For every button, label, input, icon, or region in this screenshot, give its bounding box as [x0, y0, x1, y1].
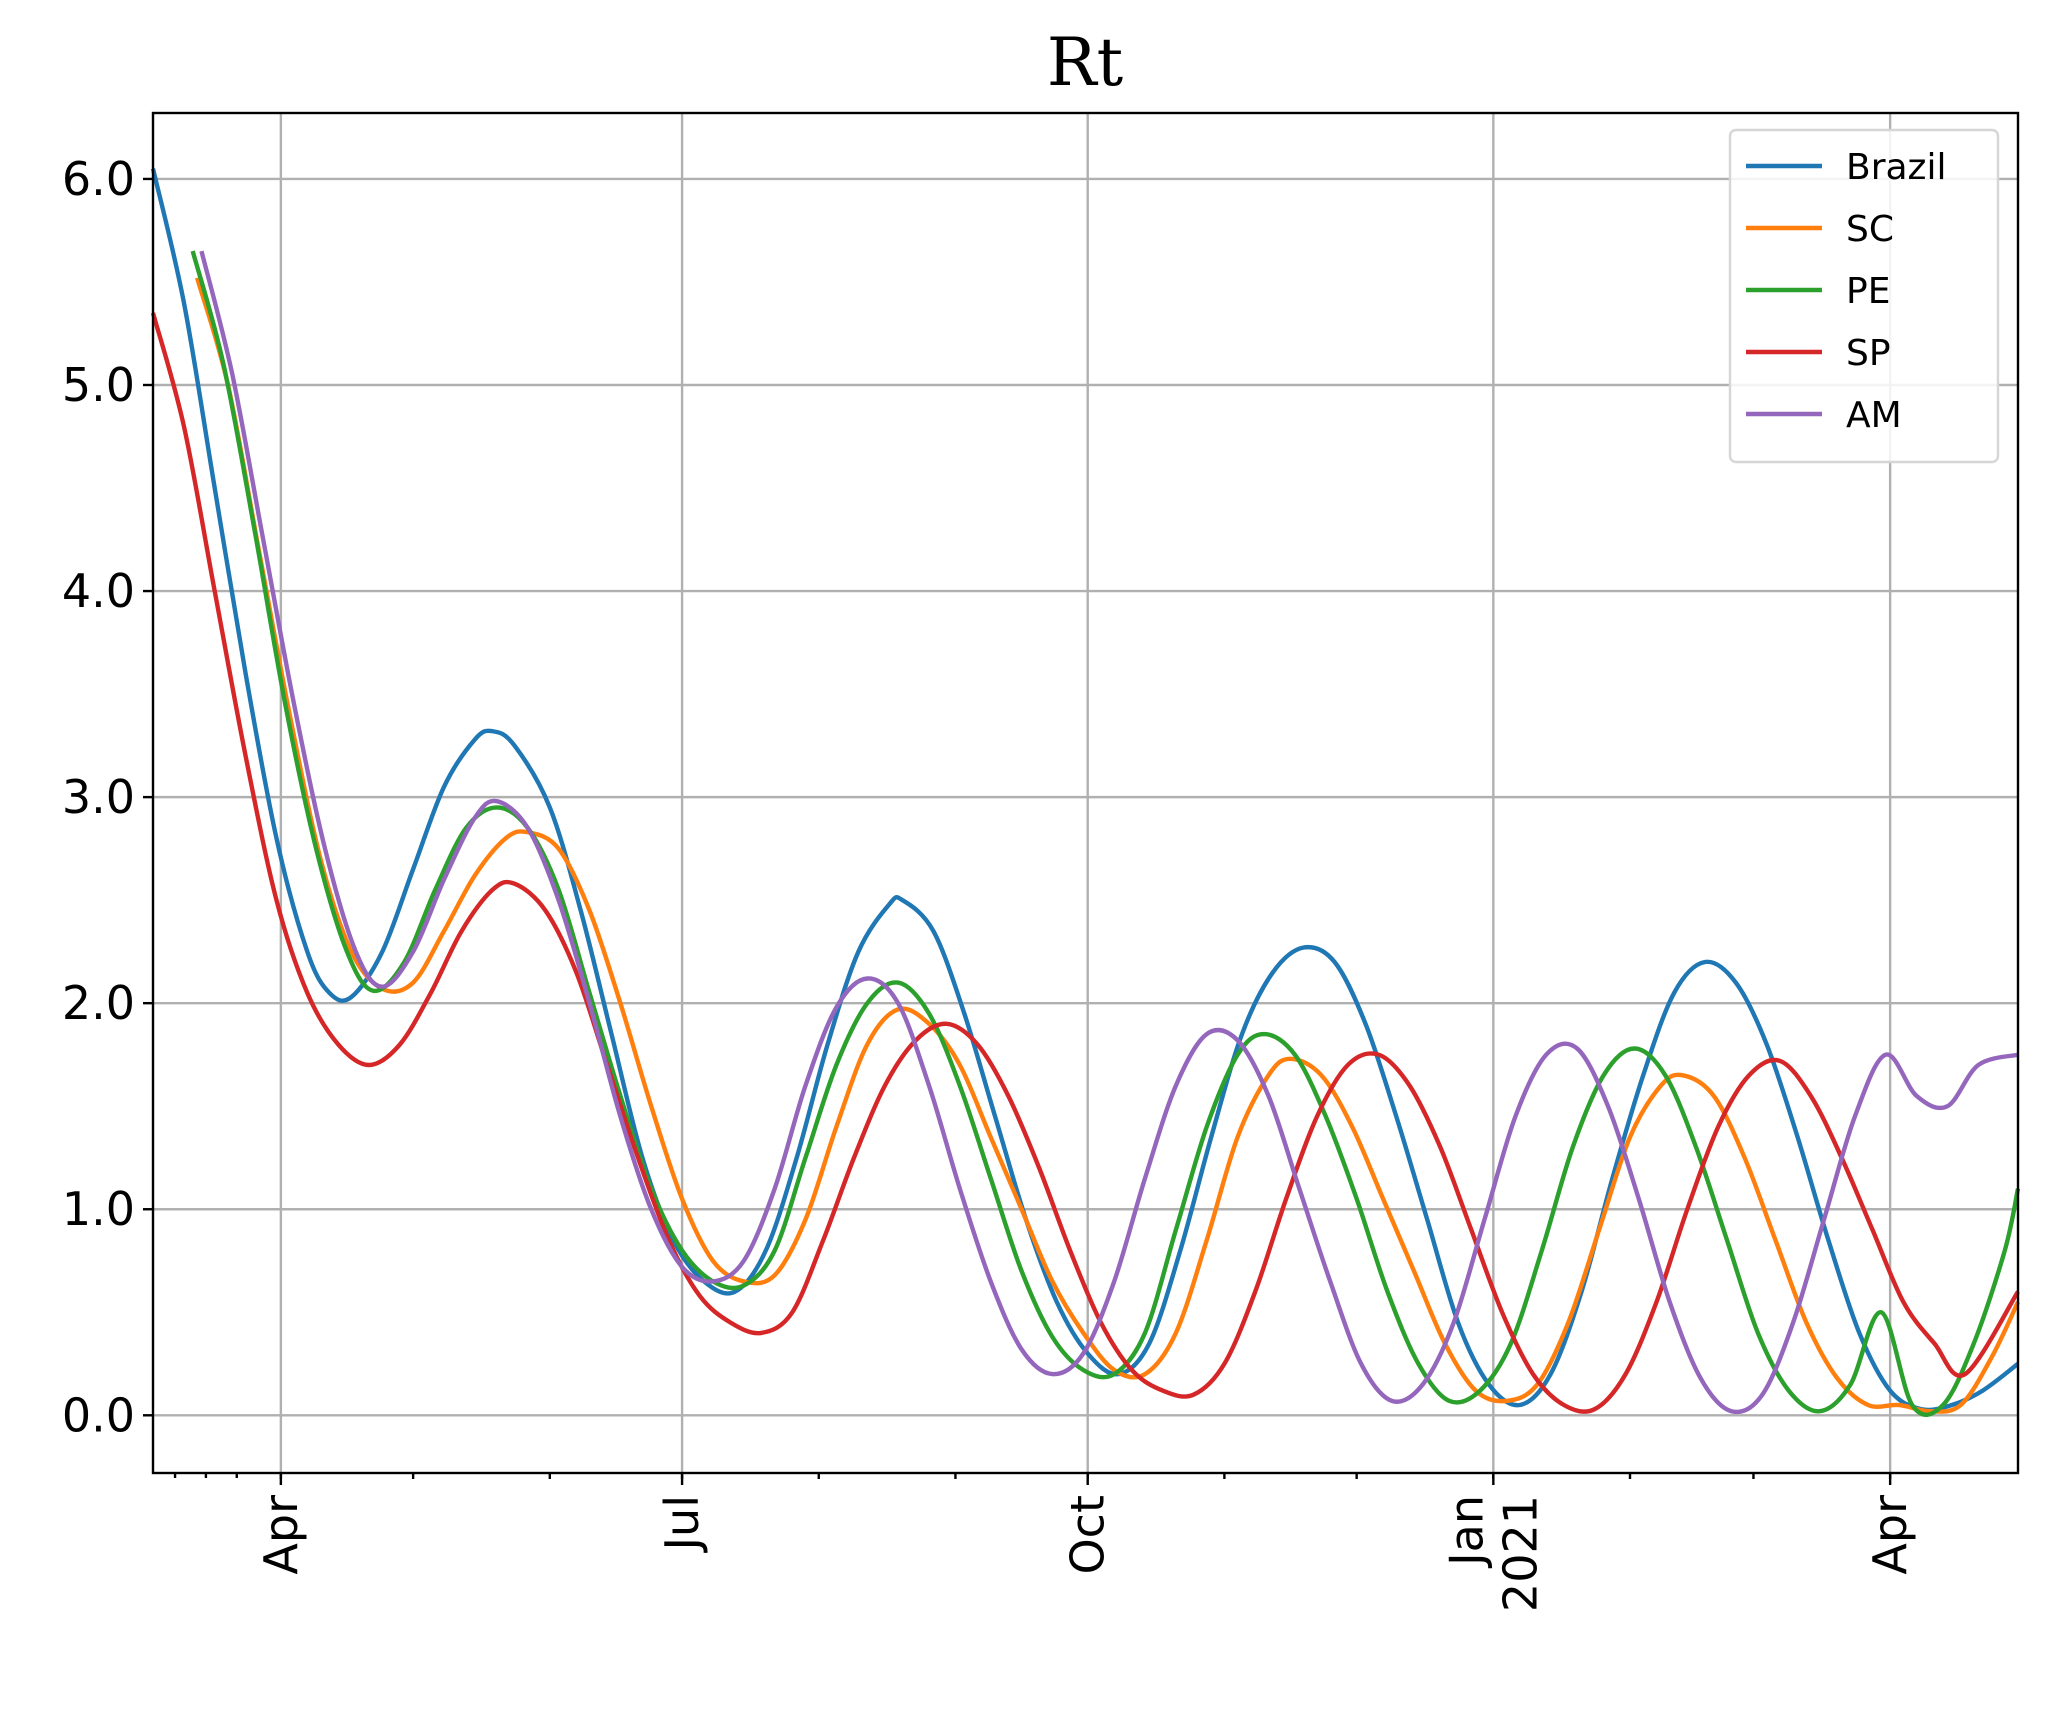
x-tick-label-line: Jan: [1439, 1495, 1493, 1569]
x-tick-label: Oct: [1061, 1495, 1115, 1575]
legend-box: [1728, 128, 2000, 464]
series-layer: [150, 168, 2021, 1417]
series-line-sc: [194, 277, 2020, 1414]
series-line-am: [199, 250, 2019, 1415]
series-line-pe: [190, 250, 2021, 1417]
y-tick-label: 4.0: [62, 564, 135, 618]
legend: Brazil SC PE SP AM: [1728, 128, 2000, 464]
x-tick-label-line: Jul: [655, 1495, 709, 1554]
chart-title: Rt: [1047, 24, 1123, 101]
legend-label-brazil: Brazil: [1846, 147, 1946, 188]
legend-label-pe: PE: [1846, 271, 1890, 312]
x-tick-label: Jan 2021: [1439, 1495, 1547, 1612]
grid-layer: [153, 113, 2018, 1473]
y-tick-label: 1.0: [62, 1182, 135, 1236]
y-tick-label: 6.0: [62, 152, 135, 206]
series-line-sp: [150, 312, 2020, 1414]
x-tick-label: Apr: [254, 1495, 308, 1575]
x-tick-label-line: Oct: [1061, 1495, 1115, 1575]
legend-label-sp: SP: [1846, 333, 1891, 374]
y-tick-label: 5.0: [62, 358, 135, 412]
plot-frame: [151, 111, 2020, 1475]
y-tick-label: 0.0: [62, 1388, 135, 1442]
y-tick-label: 3.0: [62, 770, 135, 824]
axis-layer: 0.0 1.0 2.0 3.0 4.0 5.0 6.0 Apr Jul Oct Jan 2021 Apr: [62, 111, 2020, 1612]
x-tick-label: Jul: [655, 1495, 709, 1554]
x-tick-label-line: Apr: [1863, 1495, 1917, 1575]
x-tick-label-line: Apr: [254, 1495, 308, 1575]
legend-label-am: AM: [1846, 395, 1902, 436]
x-tick-label-line: 2021: [1493, 1495, 1547, 1612]
legend-label-sc: SC: [1846, 209, 1894, 250]
y-tick-label: 2.0: [62, 976, 135, 1030]
x-tick-label: Apr: [1863, 1495, 1917, 1575]
